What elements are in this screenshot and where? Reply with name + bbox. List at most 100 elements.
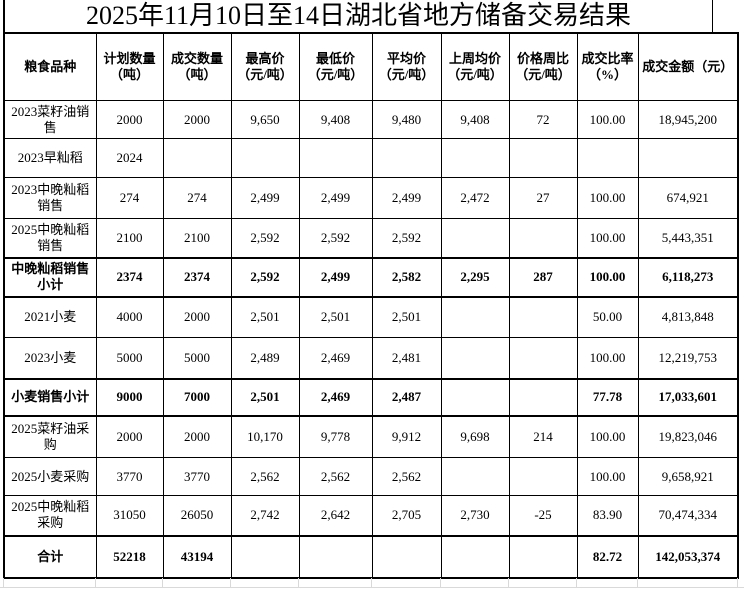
title-spacer: [713, 0, 737, 32]
cell-avg-price: 2,499: [371, 177, 442, 219]
faint-gridline-horizontal: [0, 587, 744, 588]
cell-traded-ratio: [576, 138, 639, 178]
faint-gridline-vertical: [230, 578, 231, 587]
cell-week-diff: 287: [508, 256, 578, 298]
cell-traded-ratio: 100.00: [576, 218, 639, 258]
cell-variety: 2023小麦: [3, 337, 97, 379]
cell-high-price: 10,170: [230, 415, 300, 458]
header-row: 粮食品种 计划数量 （吨） 成交数量 （吨） 最高价 （元/吨） 最低价 （元/吨） 平均…: [3, 32, 739, 101]
cell-avg-price: 9,480: [371, 100, 442, 139]
cell-week-diff: [508, 218, 578, 258]
column-header-last-week-avg: 上周均价 （元/吨）: [440, 32, 510, 101]
cell-last-week-avg: [440, 138, 510, 178]
cell-traded-qty: 3770: [162, 457, 232, 496]
cell-planned-qty: 31050: [95, 495, 164, 536]
cell-avg-price: 2,582: [371, 256, 442, 298]
cell-avg-price: 9,912: [371, 415, 442, 458]
cell-last-week-avg: 2,472: [440, 177, 510, 219]
cell-high-price: 2,592: [230, 256, 300, 298]
page-title: 2025年11月10日至14日湖北省地方储备交易结果: [3, 0, 713, 32]
faint-gridline-vertical: [162, 578, 163, 587]
faint-gridline-vertical: [508, 578, 509, 587]
cell-last-week-avg: 2,730: [440, 495, 510, 536]
cell-week-diff: [508, 534, 578, 579]
faint-gridline-vertical: [737, 578, 738, 587]
cell-traded-ratio: 83.90: [576, 495, 639, 536]
cell-last-week-avg: 9,698: [440, 415, 510, 458]
cell-high-price: 2,742: [230, 495, 300, 536]
cell-last-week-avg: [440, 377, 510, 417]
cell-high-price: [230, 534, 300, 579]
cell-low-price: 9,408: [298, 100, 373, 139]
cell-variety: 小麦销售小计: [3, 377, 97, 417]
cell-avg-price: 2,705: [371, 495, 442, 536]
cell-variety: 2025中晚籼稻采购: [3, 495, 97, 536]
cell-planned-qty: 2374: [95, 256, 164, 298]
cell-high-price: 2,501: [230, 296, 300, 338]
results-table: 粮食品种 计划数量 （吨） 成交数量 （吨） 最高价 （元/吨） 最低价 （元/吨） 平均…: [3, 32, 739, 579]
faint-gridline-vertical: [298, 578, 299, 587]
cell-variety: 中晚籼稻销售小计: [3, 256, 97, 298]
cell-traded-qty: 2000: [162, 415, 232, 458]
cell-avg-price: 2,481: [371, 337, 442, 379]
cell-high-price: [230, 138, 300, 178]
cell-last-week-avg: [440, 218, 510, 258]
cell-variety: 2025中晚籼稻销售: [3, 218, 97, 258]
column-header-amount: 成交金额（元）: [637, 32, 739, 101]
cell-traded-qty: [162, 138, 232, 178]
cell-low-price: 2,501: [298, 296, 373, 338]
table-body: 2023菜籽油销售 2000 2000 9,650 9,408 9,480 9,408 72 1…: [3, 100, 739, 579]
cell-variety: 2023中晚籼稻销售: [3, 177, 97, 219]
cell-planned-qty: 9000: [95, 377, 164, 417]
cell-high-price: 9,650: [230, 100, 300, 139]
table-row: 2023菜籽油销售 2000 2000 9,650 9,408 9,480 9,408 72 1…: [3, 100, 739, 139]
cell-week-diff: [508, 457, 578, 496]
cell-traded-qty: 26050: [162, 495, 232, 536]
table-row: 2021小麦 4000 2000 2,501 2,501 2,501 50.00 4,813,…: [3, 296, 739, 338]
cell-last-week-avg: [440, 457, 510, 496]
cell-week-diff: [508, 337, 578, 379]
subtotal-row: 中晚籼稻销售小计 2374 2374 2,592 2,499 2,582 2,295 287 1…: [3, 256, 739, 298]
table-row: 2023小麦 5000 5000 2,489 2,469 2,481 100.00 12,21…: [3, 337, 739, 379]
cell-low-price: 2,469: [298, 377, 373, 417]
faint-gridline-vertical: [637, 578, 638, 587]
cell-avg-price: [371, 534, 442, 579]
cell-week-diff: [508, 296, 578, 338]
column-header-high-price: 最高价 （元/吨）: [230, 32, 300, 101]
cell-planned-qty: 2024: [95, 138, 164, 178]
cell-planned-qty: 52218: [95, 534, 164, 579]
cell-last-week-avg: [440, 534, 510, 579]
table-row: 2023中晚籼稻销售 274 274 2,499 2,499 2,499 2,472 27 10…: [3, 177, 739, 219]
cell-traded-ratio: 100.00: [576, 415, 639, 458]
cell-planned-qty: 2000: [95, 415, 164, 458]
title-row: 2025年11月10日至14日湖北省地方储备交易结果: [3, 0, 744, 32]
cell-amount: 6,118,273: [637, 256, 739, 298]
cell-week-diff: 72: [508, 100, 578, 139]
cell-low-price: 2,469: [298, 337, 373, 379]
cell-planned-qty: 2100: [95, 218, 164, 258]
cell-last-week-avg: [440, 296, 510, 338]
cell-variety: 2025小麦采购: [3, 457, 97, 496]
cell-week-diff: -25: [508, 495, 578, 536]
table-row: 2025菜籽油采购 2000 2000 10,170 9,778 9,912 9,698 21…: [3, 415, 739, 458]
cell-variety: 2023菜籽油销售: [3, 100, 97, 139]
cell-high-price: 2,562: [230, 457, 300, 496]
cell-avg-price: 2,592: [371, 218, 442, 258]
cell-planned-qty: 5000: [95, 337, 164, 379]
cell-amount: 19,823,046: [637, 415, 739, 458]
cell-traded-qty: 2000: [162, 296, 232, 338]
cell-variety: 2021小麦: [3, 296, 97, 338]
cell-variety: 合计: [3, 534, 97, 579]
cell-planned-qty: 4000: [95, 296, 164, 338]
cell-variety: 2023早籼稻: [3, 138, 97, 178]
cell-avg-price: 2,501: [371, 296, 442, 338]
column-header-low-price: 最低价 （元/吨）: [298, 32, 373, 101]
cell-low-price: [298, 138, 373, 178]
cell-low-price: 9,778: [298, 415, 373, 458]
cell-week-diff: 27: [508, 177, 578, 219]
cell-week-diff: 214: [508, 415, 578, 458]
cell-traded-ratio: 100.00: [576, 337, 639, 379]
cell-planned-qty: 2000: [95, 100, 164, 139]
cell-high-price: 2,501: [230, 377, 300, 417]
